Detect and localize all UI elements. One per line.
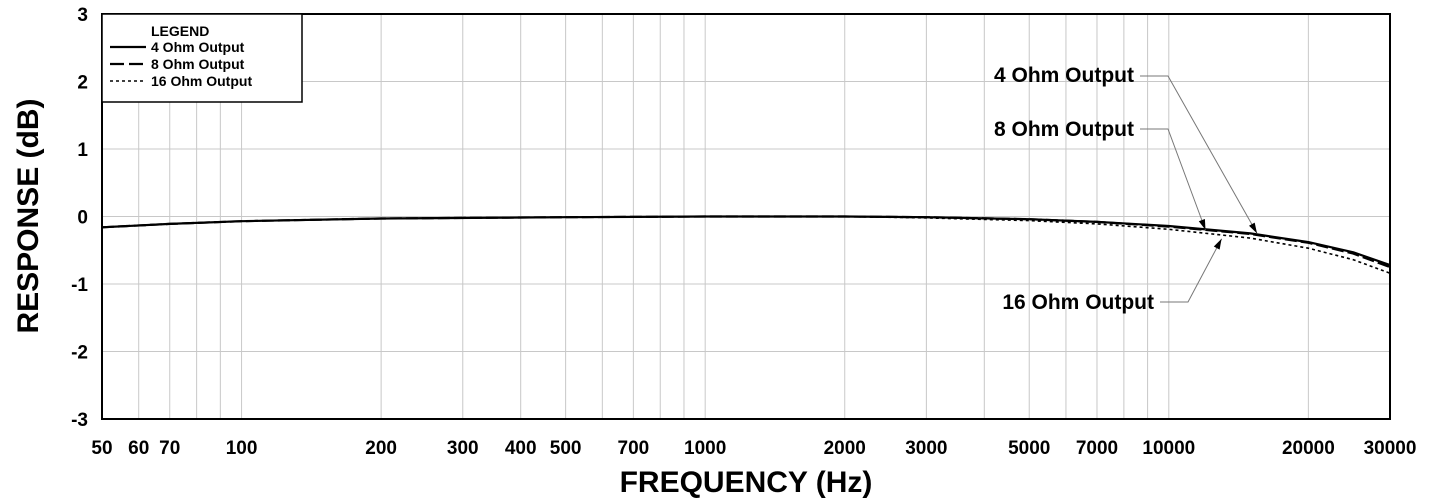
x-tick-label: 300 bbox=[447, 438, 479, 459]
y-tick-label: -3 bbox=[71, 410, 88, 431]
annotation-label: 16 Ohm Output bbox=[1002, 291, 1154, 314]
annotation-leader-line bbox=[1160, 238, 1223, 303]
x-tick-labels: 50 60 70 100 200 300 400 500 700 1000 2000 3000 5000… bbox=[91, 438, 1416, 459]
annotation-label: 4 Ohm Output bbox=[994, 64, 1134, 87]
x-tick-label: 60 bbox=[128, 438, 149, 459]
x-tick-label: 400 bbox=[505, 438, 537, 459]
y-axis-title: RESPONSE (dB) bbox=[12, 98, 45, 333]
annotations: 4 Ohm Output 8 Ohm Output 16 Ohm Output bbox=[994, 64, 1258, 314]
x-tick-label: 10000 bbox=[1142, 438, 1195, 459]
annotation-arrowhead bbox=[1198, 219, 1206, 230]
x-tick-label: 5000 bbox=[1008, 438, 1050, 459]
annotation-arrowhead bbox=[1213, 238, 1222, 250]
legend-entry-label: 4 Ohm Output bbox=[151, 39, 245, 55]
series-line-4-ohm-output bbox=[101, 215, 1391, 267]
x-tick-label: 3000 bbox=[905, 438, 947, 459]
y-tick-label: 3 bbox=[77, 5, 88, 26]
x-tick-label: 500 bbox=[550, 438, 582, 459]
y-tick-label: 0 bbox=[77, 208, 88, 229]
y-tick-label: 1 bbox=[77, 140, 88, 161]
series-line-16-ohm-output bbox=[101, 215, 1391, 274]
annotation-leader-line bbox=[1140, 128, 1206, 231]
x-tick-label: 30000 bbox=[1364, 438, 1417, 459]
x-tick-label: 100 bbox=[226, 438, 258, 459]
annotation-leader-line bbox=[1140, 75, 1258, 234]
y-tick-label: 2 bbox=[77, 73, 88, 94]
series-line-8-ohm-output bbox=[101, 215, 1391, 269]
series-lines bbox=[101, 215, 1391, 274]
x-tick-label: 70 bbox=[159, 438, 180, 459]
x-tick-label: 7000 bbox=[1076, 438, 1118, 459]
annotation-arrowhead bbox=[1249, 222, 1257, 234]
annotation-label: 8 Ohm Output bbox=[994, 118, 1134, 141]
x-tick-label: 1000 bbox=[684, 438, 726, 459]
x-tick-label: 20000 bbox=[1282, 438, 1335, 459]
x-tick-label: 50 bbox=[91, 438, 112, 459]
x-tick-label: 700 bbox=[618, 438, 650, 459]
x-tick-label: 200 bbox=[365, 438, 397, 459]
legend-title: LEGEND bbox=[151, 23, 209, 39]
legend-entry-label: 16 Ohm Output bbox=[151, 73, 252, 89]
legend-box bbox=[101, 13, 303, 103]
plot-frame bbox=[101, 13, 1391, 420]
legend-entry-label: 8 Ohm Output bbox=[151, 56, 245, 72]
y-tick-label: -2 bbox=[71, 343, 88, 364]
x-tick-label: 2000 bbox=[824, 438, 866, 459]
y-tick-labels: -3 -2 -1 0 1 2 3 bbox=[71, 5, 88, 431]
x-axis-title: FREQUENCY (Hz) bbox=[620, 466, 873, 499]
y-tick-label: -1 bbox=[71, 275, 88, 296]
